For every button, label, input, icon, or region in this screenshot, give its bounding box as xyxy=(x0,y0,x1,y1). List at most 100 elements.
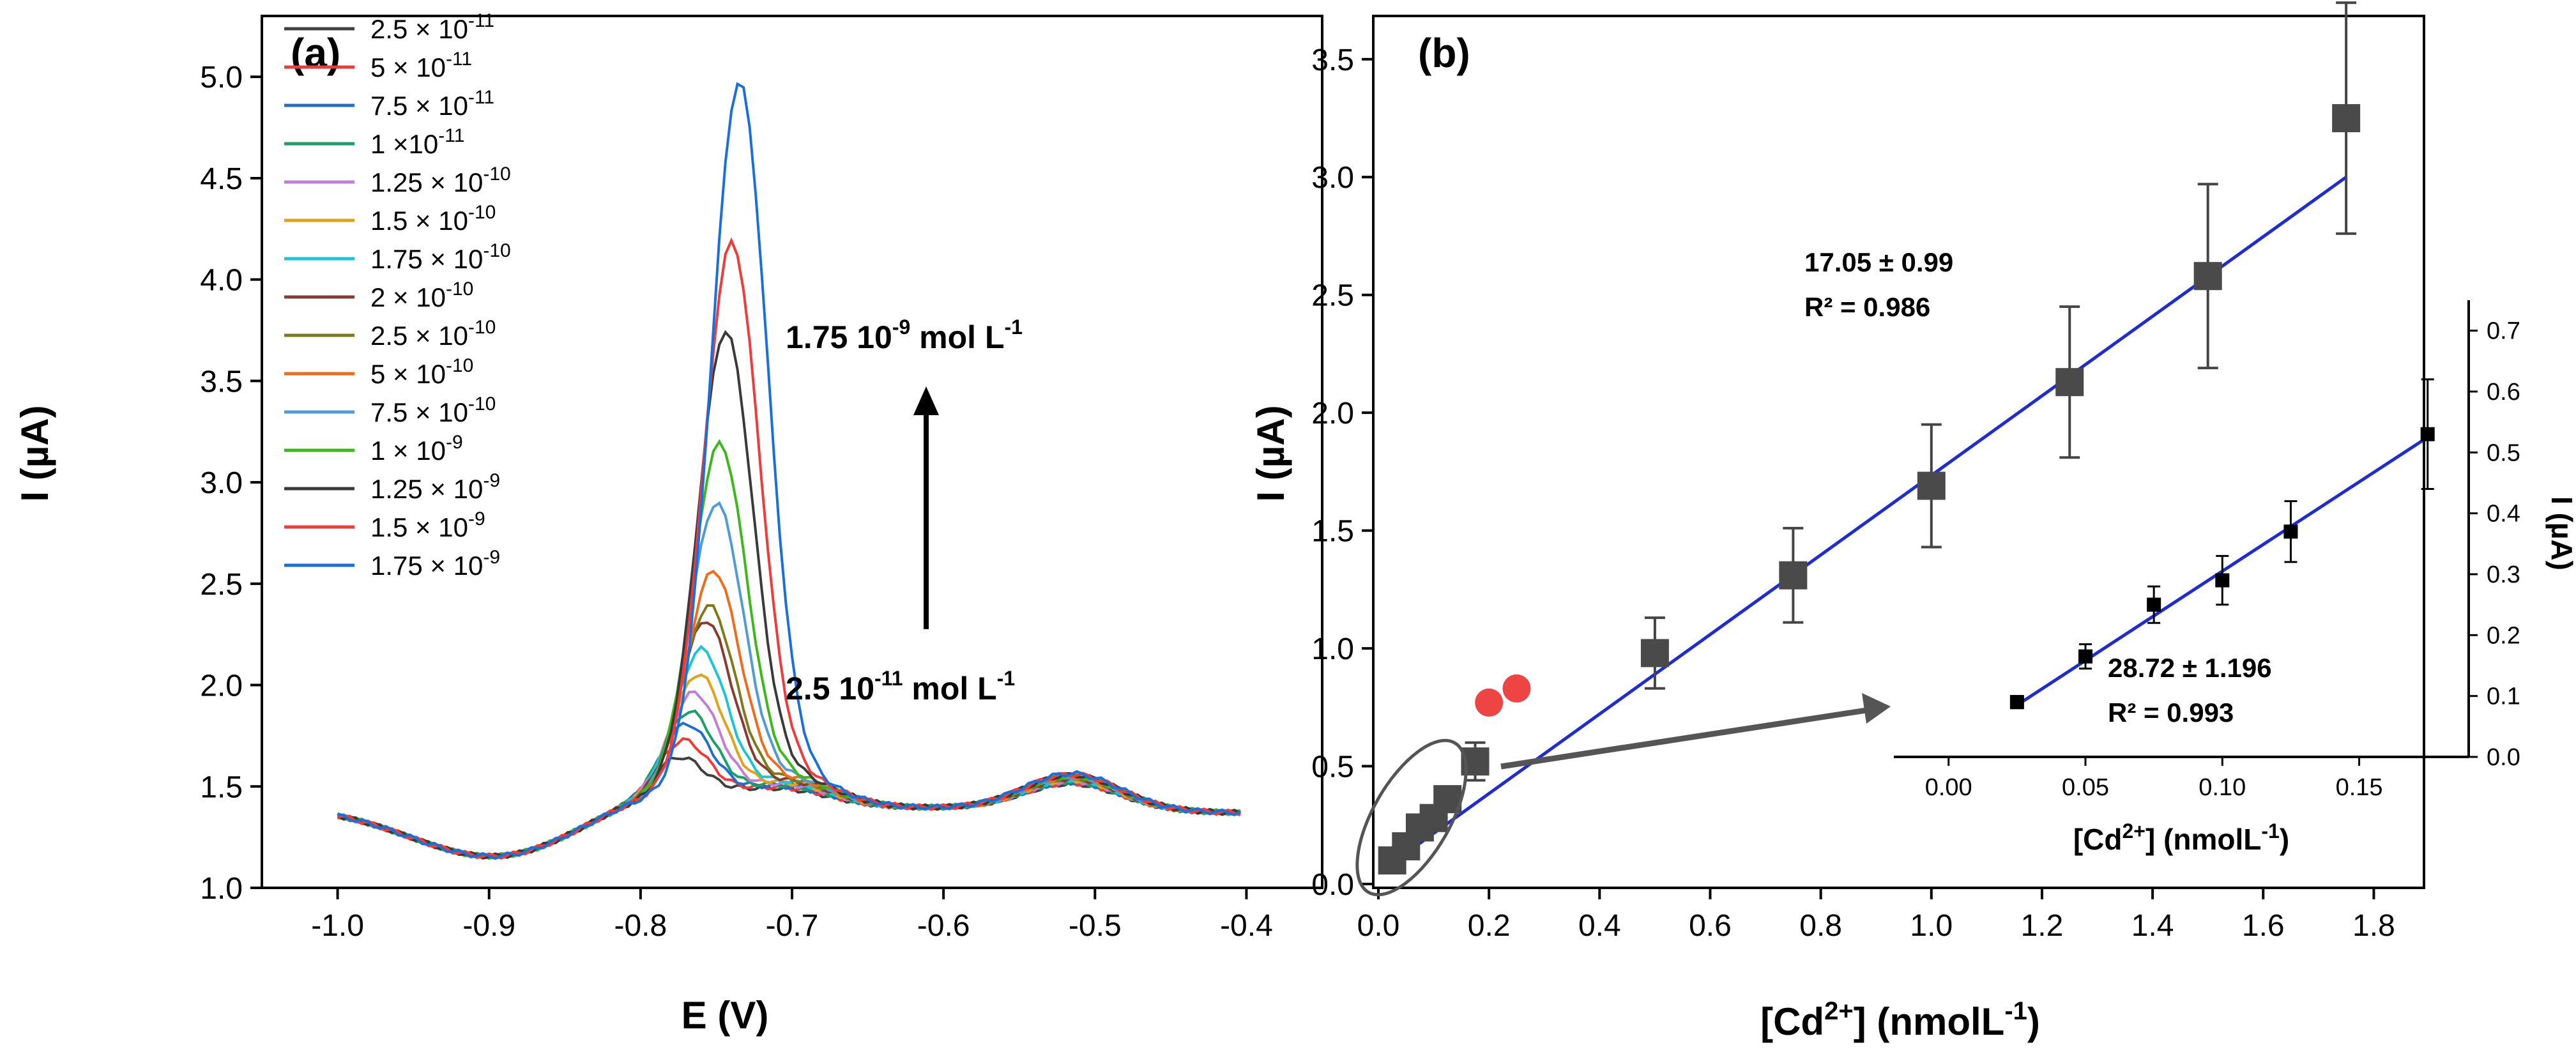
legend-entry: 2.5 × 10-11 xyxy=(370,10,494,44)
panel-a-xtick-label: -0.8 xyxy=(614,909,667,943)
panel-b-xtick-label: 1.4 xyxy=(2131,909,2174,943)
main-fit-slope: 17.05 ± 0.99 xyxy=(1804,247,1953,277)
panel-b-ytick-label: 3.0 xyxy=(1311,161,1354,195)
panel-a-xtick-label: -0.4 xyxy=(1220,909,1273,943)
panel-b-ytick-label: 3.5 xyxy=(1311,43,1354,77)
inset-ticks: 0.00 0.05 0.10 0.15 0.0 0.1 0.2 0.3 0.4 0.5 0.6 0.7 xyxy=(1925,318,2520,801)
panel-b-xtick-label: 0.2 xyxy=(1468,909,1511,943)
legend-entry: 1 ×10-11 xyxy=(370,125,464,159)
inset-xlabel: [Cd2+] (nmolL-1) xyxy=(2073,819,2289,856)
panel-a-legend: 2.5 × 10-11 5 × 10-11 7.5 × 10-11 1 ×10-11 1… xyxy=(284,10,511,581)
panel-a-ytick-label: 2.5 xyxy=(200,568,243,602)
panel-b-xtick-label: 0.6 xyxy=(1689,909,1732,943)
panel-b-ytick-label: 1.0 xyxy=(1311,632,1354,666)
panel-a-xtick-label: -0.6 xyxy=(917,909,970,943)
panel-a-ytick-label: 4.0 xyxy=(200,264,243,298)
arrow-bottom-label: 2.5 10-11 mol L-1 xyxy=(786,667,1015,706)
panel-b-frame xyxy=(1372,15,2425,889)
legend-entry: 2.5 × 10-10 xyxy=(370,317,496,351)
legend-entry: 1.5 × 10-9 xyxy=(370,508,485,542)
inset-ytick-label: 0.3 xyxy=(2487,561,2520,588)
panel-a-xtick-label: -0.5 xyxy=(1069,909,1122,943)
inset-ytick-label: 0.7 xyxy=(2487,318,2520,345)
inset-xtick-label: 0.10 xyxy=(2199,774,2246,801)
panel-a-xtick-label: -0.9 xyxy=(462,909,515,943)
legend-entry: 7.5 × 10-11 xyxy=(370,87,494,121)
panel-b-xtick-label: 1.0 xyxy=(1910,909,1953,943)
panel-a-xlabel: E (V) xyxy=(682,994,769,1037)
panel-a-xtick-label: -1.0 xyxy=(311,909,364,943)
panel-a-ytick-label: 1.0 xyxy=(200,872,243,906)
legend-entry: 1.75 × 10-10 xyxy=(370,240,511,274)
data-point xyxy=(1917,471,1946,500)
panel-b-ytick-label: 0.5 xyxy=(1311,751,1354,784)
concentration-arrow xyxy=(913,386,939,629)
data-point xyxy=(1779,561,1808,590)
panel-b-xtick-label: 1.8 xyxy=(2352,909,2395,943)
curve-0 xyxy=(337,756,1241,860)
inset-xtick-label: 0.05 xyxy=(2062,774,2109,801)
panel-b-ylabel: I (µA) xyxy=(1249,405,1292,501)
zoom-ellipse xyxy=(1355,738,1468,897)
panel-b-points xyxy=(1378,1,2361,875)
panel-b-ytick-label: 0.0 xyxy=(1311,868,1354,902)
curve-8 xyxy=(337,604,1241,860)
inset-ytick-label: 0.1 xyxy=(2487,683,2520,710)
inset-data-point xyxy=(2078,649,2092,664)
inset-data-point xyxy=(2420,427,2435,441)
outlier-point xyxy=(1502,674,1531,703)
panel-b-ytick-label: 2.0 xyxy=(1311,397,1354,431)
inset-fit-r2: R² = 0.993 xyxy=(2108,698,2234,728)
legend-entry: 5 × 10-11 xyxy=(370,49,472,82)
outlier-point xyxy=(1475,688,1504,717)
inset-ytick-label: 0.0 xyxy=(2487,744,2520,771)
zoom-arrow-head xyxy=(1862,693,1891,724)
panel-b-xtick-label: 1.6 xyxy=(2242,909,2285,943)
data-point xyxy=(2193,262,2222,291)
inset-data-point xyxy=(2283,524,2298,539)
panel-b-label: (b) xyxy=(1418,30,1470,76)
panel-b-xtick-label: 0.8 xyxy=(1799,909,1842,943)
curve-13 xyxy=(337,237,1241,860)
inset-points xyxy=(2009,378,2435,710)
inset-xtick-label: 0.00 xyxy=(1925,774,1972,801)
panel-a-ytick-label: 4.5 xyxy=(200,162,243,196)
panel-b-xtick-label: 0.4 xyxy=(1578,909,1621,943)
panel-a-xtick-label: -0.7 xyxy=(766,909,819,943)
curve-11 xyxy=(337,439,1241,860)
legend-entry: 1.25 × 10-9 xyxy=(370,470,500,504)
data-point xyxy=(2332,104,2361,133)
inset-plot: 0.00 0.05 0.10 0.15 0.0 0.1 0.2 0.3 0.4 0.5 0.6 0.7… xyxy=(1894,300,2576,856)
panel-b-outliers xyxy=(1475,674,1531,717)
panel-a-ytick-label: 1.5 xyxy=(200,770,243,804)
arrow-head xyxy=(913,386,939,415)
panel-b-xtick-label: 1.2 xyxy=(2021,909,2064,943)
legend-entry: 1.5 × 10-10 xyxy=(370,202,496,236)
panel-a-ytick-label: 3.5 xyxy=(200,365,243,399)
legend-entry: 1.75 × 10-9 xyxy=(370,547,500,581)
panel-a-ytick-label: 3.0 xyxy=(200,466,243,500)
curve-1 xyxy=(337,737,1241,860)
data-point xyxy=(1640,639,1669,667)
panel-a: -1.0 -0.9 -0.8 -0.7 -0.6 -0.5 -0.4 1.0 1.5 2.0 2.5… xyxy=(13,10,1323,1037)
inset-xtick-label: 0.15 xyxy=(2336,774,2383,801)
panel-b-xtick-label: 0.0 xyxy=(1357,909,1400,943)
main-fit-r2: R² = 0.986 xyxy=(1804,292,1930,322)
legend-entry: 5 × 10-10 xyxy=(370,355,473,389)
inset-data-point xyxy=(2215,573,2230,588)
inset-data-point xyxy=(2009,695,2024,710)
inset-data-point xyxy=(2147,597,2161,612)
legend-entry: 1 × 10-9 xyxy=(370,432,463,466)
legend-entry: 1.25 × 10-10 xyxy=(370,164,511,197)
panel-a-curves xyxy=(337,82,1241,860)
panel-a-ylabel: I (µA) xyxy=(13,405,56,501)
inset-ytick-label: 0.5 xyxy=(2487,439,2520,466)
data-point xyxy=(2055,368,2084,397)
inset-ytick-label: 0.2 xyxy=(2487,622,2520,649)
panel-a-ticks: -1.0 -0.9 -0.8 -0.7 -0.6 -0.5 -0.4 1.0 1.5 2.0 2.5… xyxy=(200,61,1273,943)
curve-14 xyxy=(337,82,1241,860)
panel-b-ytick-label: 2.5 xyxy=(1311,279,1354,313)
curve-7 xyxy=(337,621,1241,860)
panel-b: 0.0 0.2 0.4 0.6 0.8 1.0 1.2 1.4 1.6 1.8 0.0 0.5 1.0 1… xyxy=(1249,1,2576,1043)
main-fit-line xyxy=(1388,176,2347,867)
